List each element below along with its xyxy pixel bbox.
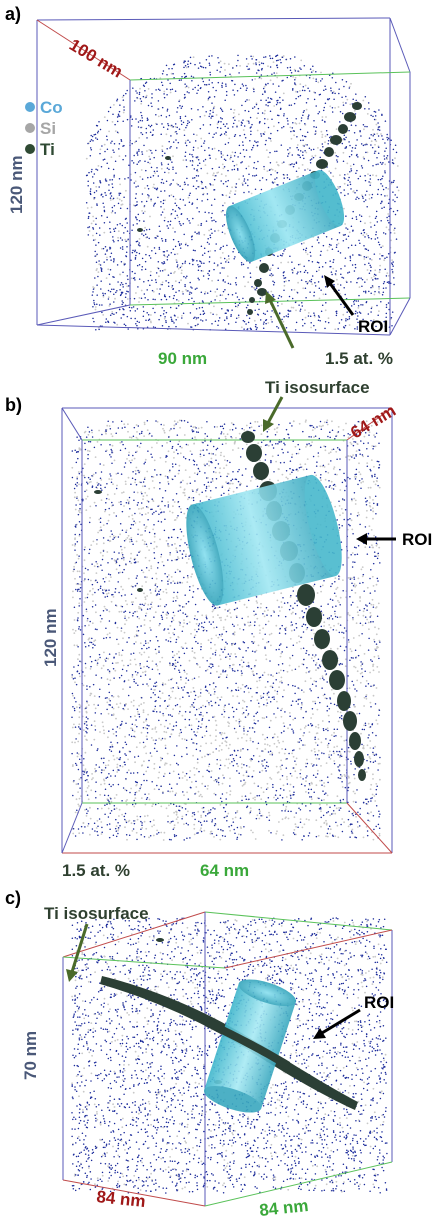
roi-cylinder-a bbox=[225, 169, 345, 263]
roi-label: ROI bbox=[402, 530, 432, 549]
bounding-box-c bbox=[62, 911, 393, 1207]
isosurface-label-line1: 1.5 at. % bbox=[62, 861, 130, 880]
panel-c: c) Ti isosurface ROI 70 nm 84 nm 84 nm bbox=[0, 880, 438, 1226]
panel-a-figure: Co Si Ti a) 100 nm 120 nm 90 nm 1.5 at. … bbox=[5, 4, 411, 368]
isosurface-arrow bbox=[66, 923, 89, 982]
roi-arrow bbox=[324, 275, 355, 316]
legend-swatch bbox=[25, 102, 35, 112]
bounding-box-a bbox=[36, 17, 411, 336]
bounding-box-b bbox=[61, 407, 393, 854]
width-right-dimension-label: 84 nm bbox=[258, 1196, 309, 1220]
isosurface-label-line2: Ti isosurface bbox=[44, 904, 149, 923]
legend-swatch bbox=[25, 144, 35, 154]
isosurface-label-line1: 1.5 at. % bbox=[325, 349, 393, 368]
legend-label-ti: Ti bbox=[40, 140, 55, 159]
roi-arrow bbox=[313, 1008, 361, 1039]
height-dimension-label: 70 nm bbox=[21, 1031, 40, 1080]
atom-cloud-b bbox=[71, 419, 381, 841]
legend-a: Co Si Ti bbox=[25, 98, 63, 159]
ti-isosurface-c-overlap bbox=[205, 1018, 290, 1070]
panel-b: b) Ti isosurface 64 nm ROI 120 nm 1.5 at… bbox=[0, 375, 438, 880]
panel-letter: a) bbox=[5, 4, 21, 24]
panel-letter: b) bbox=[5, 395, 22, 415]
isosurface-label-line2: Ti isosurface bbox=[265, 378, 370, 397]
width-dimension-label: 90 nm bbox=[158, 349, 207, 368]
roi-label: ROI bbox=[358, 317, 388, 336]
panel-letter: c) bbox=[5, 888, 21, 908]
panel-c-figure: c) Ti isosurface ROI 70 nm 84 nm 84 nm bbox=[5, 888, 394, 1220]
isosurface-arrow bbox=[265, 291, 295, 349]
depth-dimension-label: 100 nm bbox=[66, 35, 126, 81]
roi-label: ROI bbox=[364, 993, 394, 1012]
legend-swatch bbox=[25, 123, 35, 133]
roi-cylinder-b bbox=[186, 474, 342, 606]
panel-a: Co Si Ti a) 100 nm 120 nm 90 nm 1.5 at. … bbox=[0, 0, 438, 375]
isosurface-arrow bbox=[263, 396, 284, 432]
legend-label-si: Si bbox=[40, 119, 56, 138]
height-dimension-label: 120 nm bbox=[7, 155, 26, 214]
width-dimension-label: 64 nm bbox=[200, 861, 249, 880]
roi-arrow bbox=[356, 533, 396, 545]
atom-cloud-a bbox=[85, 54, 400, 331]
width-left-dimension-label: 84 nm bbox=[96, 1187, 147, 1211]
legend-label-co: Co bbox=[40, 98, 63, 117]
panel-b-figure: b) Ti isosurface 64 nm ROI 120 nm 1.5 at… bbox=[5, 378, 432, 880]
depth-dimension-label: 64 nm bbox=[347, 401, 399, 443]
height-dimension-label: 120 nm bbox=[41, 608, 60, 667]
